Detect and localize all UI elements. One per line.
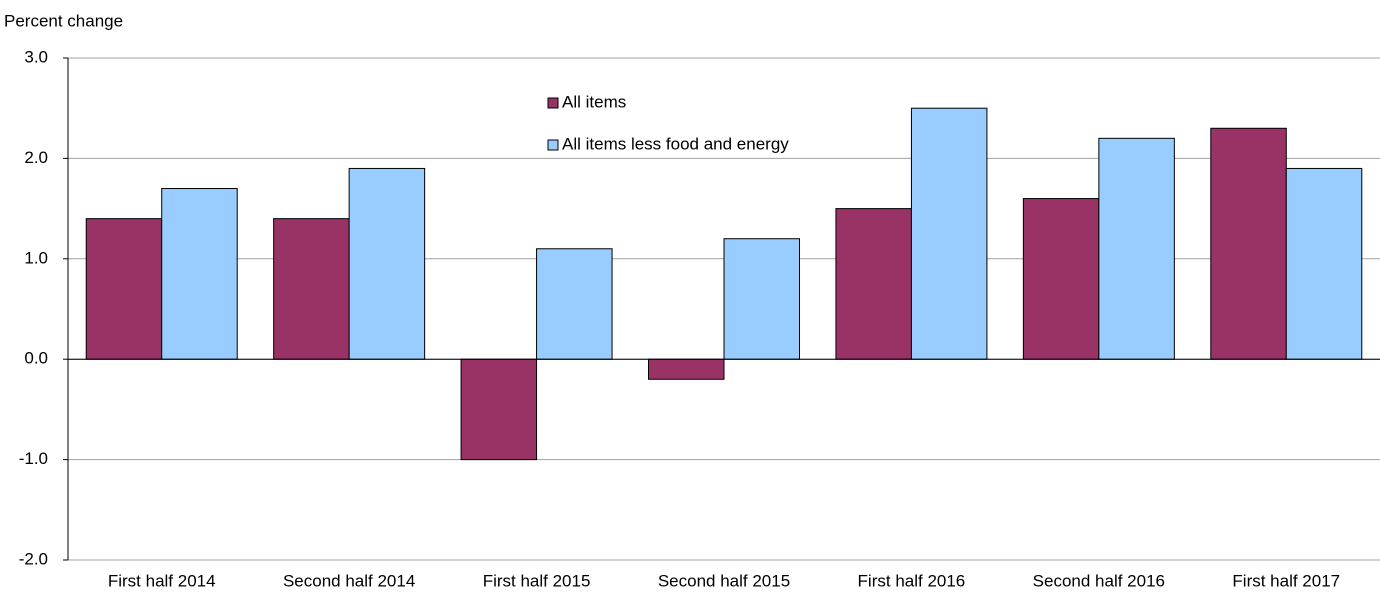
bar xyxy=(723,238,800,360)
y-axis-label: Percent change xyxy=(4,11,123,30)
legend-swatch xyxy=(547,97,559,109)
y-tick-label: 0.0 xyxy=(24,349,48,368)
legend-label: All items xyxy=(562,92,626,111)
bar xyxy=(85,218,163,360)
bar xyxy=(648,358,725,380)
y-tick-label: 1.0 xyxy=(24,248,48,267)
y-tick-label: -2.0 xyxy=(19,549,48,568)
bar xyxy=(1098,137,1175,360)
bar xyxy=(910,107,988,360)
x-tick-label: First half 2015 xyxy=(483,571,591,590)
bar xyxy=(536,248,613,360)
x-tick-label: Second half 2016 xyxy=(1033,571,1165,590)
x-tick-label: First half 2016 xyxy=(858,571,966,590)
y-tick-label: 3.0 xyxy=(24,47,48,66)
bar xyxy=(460,358,538,461)
x-tick-label: Second half 2015 xyxy=(658,571,790,590)
y-tick-label: 2.0 xyxy=(24,148,48,167)
legend-label: All items less food and energy xyxy=(562,134,789,153)
bar xyxy=(273,218,350,360)
x-tick-label: First half 2017 xyxy=(1232,571,1340,590)
legend-swatch xyxy=(547,139,559,151)
x-tick-label: First half 2014 xyxy=(108,571,216,590)
bar xyxy=(1210,127,1287,360)
bar xyxy=(1022,198,1100,360)
x-tick-label: Second half 2014 xyxy=(283,571,415,590)
bar xyxy=(835,208,912,360)
bar xyxy=(348,167,426,360)
bar xyxy=(161,188,238,360)
bar xyxy=(1285,167,1363,360)
y-tick-label: -1.0 xyxy=(19,449,48,468)
